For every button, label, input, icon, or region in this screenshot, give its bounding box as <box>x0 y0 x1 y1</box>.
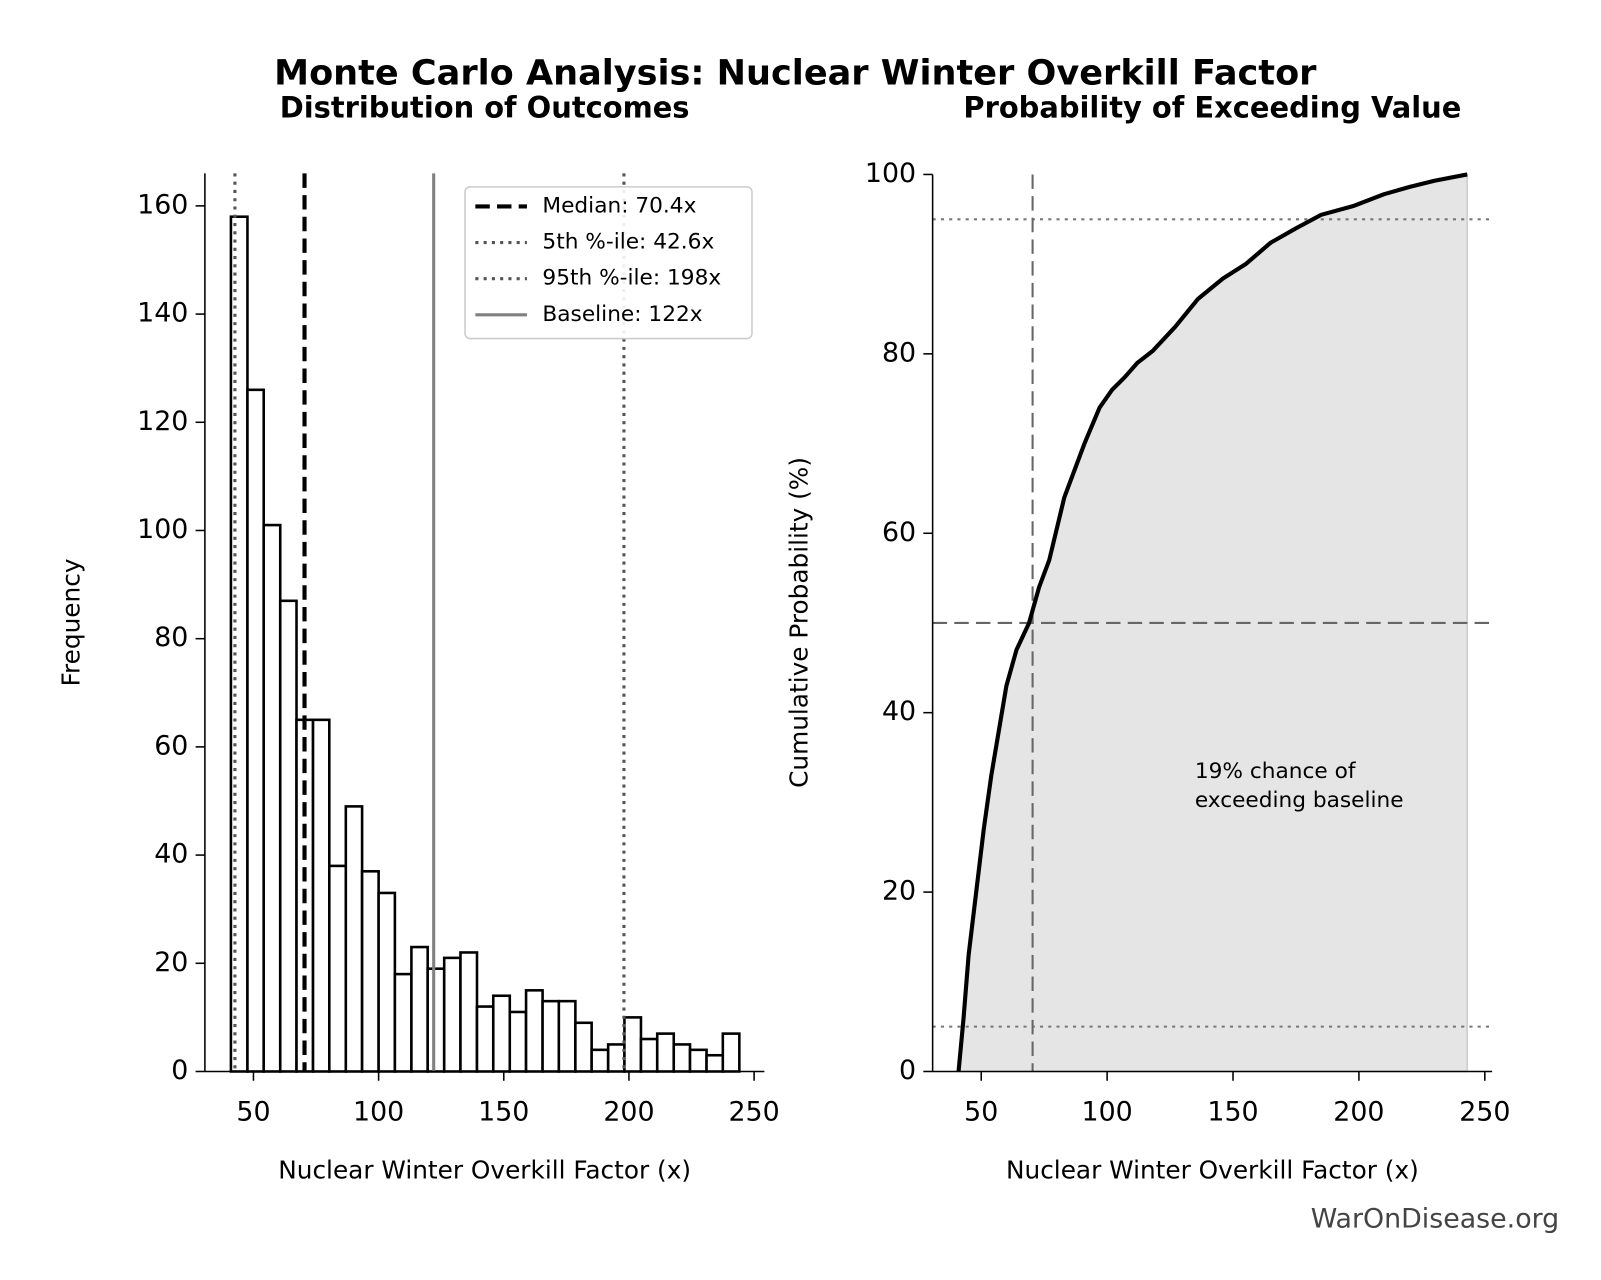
histogram-bar <box>590 1048 610 1073</box>
y-tick-label: 60 <box>154 730 188 761</box>
legend-label: 95th %-ile: 198x <box>542 266 721 291</box>
y-tick-label: 20 <box>154 947 188 978</box>
histogram-bar <box>672 1043 692 1073</box>
histogram-bar <box>393 972 413 1073</box>
histogram-bar <box>705 1053 725 1073</box>
histogram-bar <box>606 1043 626 1073</box>
y-tick-label: 160 <box>137 189 188 220</box>
x-tick-label: 250 <box>728 1096 779 1127</box>
histogram-bar <box>541 999 561 1073</box>
y-tick-label: 120 <box>137 406 188 437</box>
x-tick-label: 50 <box>236 1096 270 1127</box>
x-tick-label: 150 <box>478 1096 529 1127</box>
legend-label: 5th %-ile: 42.6x <box>542 230 714 255</box>
x-tick-label: 200 <box>1333 1096 1384 1127</box>
legend-label: Median: 70.4x <box>542 193 696 218</box>
histogram-bar <box>475 1005 495 1073</box>
histogram-bar <box>328 864 348 1073</box>
histogram-bar <box>574 1021 593 1073</box>
x-tick-label: 250 <box>1459 1096 1510 1127</box>
y-tick-label: 0 <box>171 1055 188 1086</box>
y-tick-label: 0 <box>899 1055 916 1086</box>
histogram-bar <box>655 1032 676 1073</box>
y-tick-label: 100 <box>137 514 188 545</box>
histogram-bar <box>426 967 446 1073</box>
histogram-bar <box>344 805 364 1073</box>
y-tick-label: 40 <box>882 696 916 727</box>
histogram-bar <box>377 891 397 1073</box>
histogram-bar <box>557 999 577 1073</box>
y-tick-label: 60 <box>882 517 916 548</box>
histogram-bar <box>459 951 479 1073</box>
histogram-bar <box>360 870 380 1073</box>
legend-label: Baseline: 122x <box>542 302 702 327</box>
suptitle: Monte Carlo Analysis: Nuclear Winter Ove… <box>274 52 1317 93</box>
histogram-bar <box>262 523 282 1073</box>
y-axis-label: Cumulative Probability (%) <box>785 457 814 788</box>
x-tick-label: 150 <box>1207 1096 1258 1127</box>
histogram-bar <box>278 599 298 1073</box>
histogram-bar <box>639 1037 659 1073</box>
legend-box <box>464 186 753 340</box>
histogram-bar <box>442 956 462 1073</box>
x-tick-label: 50 <box>964 1096 998 1127</box>
y-tick-label: 100 <box>865 158 916 189</box>
y-tick-label: 40 <box>154 839 188 870</box>
histogram-bar <box>623 1016 643 1073</box>
x-tick-label: 200 <box>603 1096 654 1127</box>
y-tick-label: 140 <box>137 298 188 329</box>
x-axis-label: Nuclear Winter Overkill Factor (x) <box>278 1156 691 1185</box>
histogram-bar <box>508 1010 528 1073</box>
annotation: exceeding baseline <box>1195 788 1404 813</box>
x-tick-label: 100 <box>1082 1096 1133 1127</box>
annotation: 19% chance of <box>1195 759 1357 784</box>
y-tick-label: 80 <box>154 622 188 653</box>
watermark: WarOnDisease.org <box>1311 1204 1559 1235</box>
y-axis-label: Frequency <box>57 558 86 686</box>
histogram-bar <box>721 1032 741 1073</box>
y-tick-label: 20 <box>882 876 916 907</box>
y-tick-label: 80 <box>882 337 916 368</box>
x-axis-label: Nuclear Winter Overkill Factor (x) <box>1006 1156 1419 1185</box>
histogram-bar <box>246 388 266 1073</box>
histogram-bar <box>491 994 512 1073</box>
histogram-bar <box>311 718 331 1073</box>
histogram-bar <box>410 945 429 1073</box>
histogram-bar <box>524 989 544 1073</box>
subplot-title: Distribution of Outcomes <box>280 90 690 124</box>
x-tick-label: 100 <box>353 1096 404 1127</box>
histogram-bar <box>688 1048 708 1073</box>
subplot-title: Probability of Exceeding Value <box>963 90 1461 124</box>
cdf-line <box>956 172 1468 1072</box>
